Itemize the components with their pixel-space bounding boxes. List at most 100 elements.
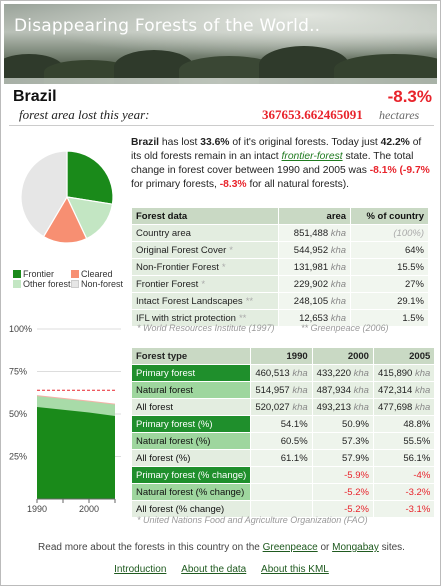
y-tick-label: 100% bbox=[9, 324, 32, 334]
row-label: Country area bbox=[132, 225, 279, 241]
table-row: Original Forest Cover * 544,952 kha 64% bbox=[132, 242, 428, 258]
row-label: Non-Frontier Forest * bbox=[132, 259, 279, 275]
row-area: 12,653 kha bbox=[279, 310, 351, 326]
row-label: Natural forest bbox=[132, 382, 251, 398]
legend-item: Cleared bbox=[71, 269, 129, 279]
legend-swatch bbox=[13, 280, 21, 288]
row-value bbox=[251, 501, 312, 517]
row-label: Natural forest (%) bbox=[132, 433, 251, 449]
row-percent: 27% bbox=[351, 276, 428, 292]
row-value: 60.5% bbox=[251, 433, 312, 449]
intro-country: Brazil bbox=[131, 137, 160, 148]
banner-mist bbox=[4, 4, 437, 59]
legend-swatch bbox=[71, 270, 79, 278]
row-label: Primary forest (% change) bbox=[132, 467, 251, 483]
column-header: 1990 bbox=[251, 348, 312, 364]
row-value: 57.9% bbox=[312, 450, 373, 466]
row-percent: 1.5% bbox=[351, 310, 428, 326]
banner-strip bbox=[4, 78, 437, 84]
row-label: All forest bbox=[132, 399, 251, 415]
column-header: area bbox=[279, 208, 351, 224]
row-area: 229,902 kha bbox=[279, 276, 351, 292]
legend-swatch bbox=[13, 270, 21, 278]
area-series-0 bbox=[37, 407, 115, 499]
column-header: 2000 bbox=[312, 348, 373, 364]
source-fao: * United Nations Food and Agriculture Or… bbox=[137, 515, 368, 525]
row-label: Intact Forest Landscapes ** bbox=[132, 293, 279, 309]
table-row: Natural forest (%) 60.5% 57.3% 55.5% bbox=[132, 433, 435, 449]
table-header-row: Forest type 1990 2000 2005 bbox=[132, 348, 435, 364]
country-name: Brazil bbox=[13, 88, 57, 105]
table-row: IFL with strict protection ** 12,653 kha 1… bbox=[132, 310, 428, 326]
row-value: -5.9% bbox=[312, 467, 373, 483]
lost-value: 367653.662465091 bbox=[262, 107, 363, 122]
footer-text-part: Read more about the forests in this coun… bbox=[38, 542, 263, 553]
row-value: 61.1% bbox=[251, 450, 312, 466]
row-value: 487,934 kha bbox=[312, 382, 373, 398]
row-value bbox=[251, 467, 312, 483]
x-tick-label: 2000 bbox=[79, 504, 99, 514]
legend-label: Frontier bbox=[23, 269, 55, 279]
intro-text: for primary forests, bbox=[131, 179, 220, 190]
intro-text: has lost bbox=[159, 137, 201, 148]
table-row: Frontier Forest * 229,902 kha 27% bbox=[132, 276, 428, 292]
intro-paragraph: Brazil has lost 33.6% of it's original f… bbox=[131, 136, 431, 192]
x-tick-label: 1990 bbox=[27, 504, 47, 514]
row-percent: (100%) bbox=[351, 225, 428, 241]
row-value: 520,027 kha bbox=[251, 399, 312, 415]
row-area: 851,488 kha bbox=[279, 225, 351, 241]
intro-text: ( bbox=[396, 165, 403, 176]
legend-item: Other forest bbox=[13, 279, 71, 289]
column-header: % of country bbox=[351, 208, 428, 224]
legend-swatch bbox=[71, 280, 79, 288]
y-tick-label: 50% bbox=[9, 409, 27, 419]
legend-label: Cleared bbox=[81, 269, 113, 279]
row-value: -3.1% bbox=[373, 501, 435, 517]
mongabay-link[interactable]: Mongabay bbox=[332, 542, 379, 553]
introduction-link[interactable]: Introduction bbox=[114, 564, 167, 575]
about-data-link[interactable]: About the data bbox=[181, 564, 247, 575]
column-header: Forest data bbox=[132, 208, 279, 224]
row-value: -3.2% bbox=[373, 484, 435, 500]
footer-links: Introduction About the data About this K… bbox=[1, 564, 441, 575]
footer-text-part: or bbox=[317, 542, 333, 553]
legend-label: Non-forest bbox=[81, 279, 124, 289]
row-label: Natural forest (% change) bbox=[132, 484, 251, 500]
frontier-forest-link[interactable]: frontier-forest bbox=[281, 151, 343, 162]
table-row: Primary forest 460,513 kha 433,220 kha 415,… bbox=[132, 365, 435, 381]
column-header: 2005 bbox=[373, 348, 435, 364]
row-area: 544,952 kha bbox=[279, 242, 351, 258]
row-value: 493,213 kha bbox=[312, 399, 373, 415]
table-row: All forest (%) 61.1% 57.9% 56.1% bbox=[132, 450, 435, 466]
table-row: Non-Frontier Forest * 131,981 kha 15.5% bbox=[132, 259, 428, 275]
row-value: 477,698 kha bbox=[373, 399, 435, 415]
row-label: All forest (%) bbox=[132, 450, 251, 466]
table-row: Natural forest 514,957 kha 487,934 kha 472,… bbox=[132, 382, 435, 398]
row-value: 460,513 kha bbox=[251, 365, 312, 381]
source-wri: * World Resources Institute (1997) bbox=[137, 323, 275, 333]
lost-label: forest area lost this year: bbox=[19, 107, 150, 122]
table-row: All forest 520,027 kha 493,213 kha 477,698 … bbox=[132, 399, 435, 415]
row-value: -5.2% bbox=[312, 484, 373, 500]
total-loss-percent: -8.3% bbox=[387, 87, 432, 106]
pie-slice-frontier bbox=[66, 150, 114, 205]
lost-unit: hectares bbox=[379, 108, 420, 122]
row-label: IFL with strict protection ** bbox=[132, 310, 279, 326]
intro-text: of it's original forests. Today just bbox=[229, 137, 381, 148]
table-row: Intact Forest Landscapes ** 248,105 kha 29… bbox=[132, 293, 428, 309]
intro-text: for all natural forests). bbox=[246, 179, 350, 190]
row-value: -5.2% bbox=[312, 501, 373, 517]
y-tick-label: 75% bbox=[9, 367, 27, 377]
pie-slice-non-forest bbox=[20, 150, 68, 238]
row-value: 472,314 kha bbox=[373, 382, 435, 398]
greenpeace-link[interactable]: Greenpeace bbox=[262, 542, 318, 553]
forest-type-table: Forest type 1990 2000 2005 Primary fores… bbox=[131, 347, 435, 518]
header-banner: Disappearing Forests of the World.. bbox=[4, 4, 437, 84]
pct-intact: 42.2% bbox=[380, 137, 410, 148]
row-value: 514,957 kha bbox=[251, 382, 312, 398]
row-value: -4% bbox=[373, 467, 435, 483]
about-kml-link[interactable]: About this KML bbox=[261, 564, 329, 575]
table-row: Natural forest (% change) -5.2% -3.2% bbox=[132, 484, 435, 500]
row-label: Original Forest Cover * bbox=[132, 242, 279, 258]
